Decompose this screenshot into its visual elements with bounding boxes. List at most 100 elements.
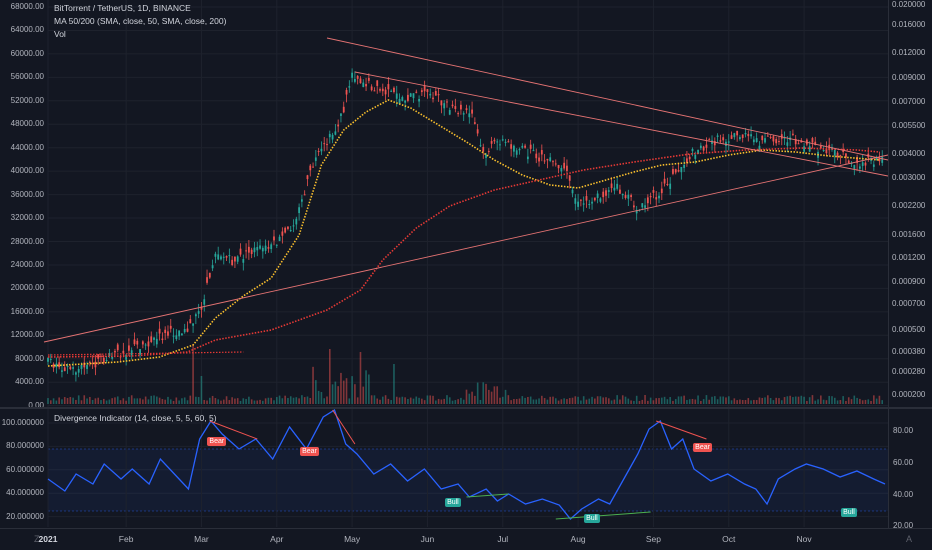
volume-bar (702, 399, 705, 404)
candle-body (194, 314, 197, 317)
ma-legend[interactable]: MA 50/200 (SMA, close, 50, SMA, close, 2… (54, 16, 227, 26)
candle-body (574, 198, 577, 204)
oscillator-canvas[interactable] (0, 409, 888, 527)
volume-bar (808, 397, 811, 404)
pane-separator[interactable] (0, 407, 932, 409)
candle-body (200, 306, 203, 310)
candle-body (582, 203, 585, 205)
volume-bar (546, 399, 549, 404)
candle-body (660, 188, 663, 194)
candle-body (549, 157, 552, 162)
volume-bar (80, 400, 83, 404)
volume-legend[interactable]: Vol (54, 29, 66, 39)
bear-divergence-line (332, 409, 356, 445)
candle-body (409, 93, 412, 97)
volume-bar (619, 399, 621, 404)
right-axis-label: 0.012000 (892, 48, 926, 57)
volume-bar (253, 400, 256, 404)
candle-body (161, 338, 164, 341)
volume-bar (108, 399, 111, 404)
volume-bar (139, 398, 141, 404)
volume-bar (203, 399, 206, 404)
candle-body (228, 255, 231, 257)
volume-bar (443, 398, 445, 404)
candle-body (507, 141, 510, 143)
volume-bar (183, 397, 186, 404)
volume-bar (529, 396, 532, 404)
candle-body (688, 156, 691, 160)
candle-body (298, 207, 300, 214)
candle-body (384, 89, 387, 95)
candle-body (560, 167, 563, 172)
candle-body (571, 189, 574, 194)
candle-body (167, 331, 169, 336)
volume-bar (594, 398, 596, 404)
oscillator-legend[interactable]: Divergence Indicator (14, close, 5, 5, 6… (54, 413, 217, 423)
volume-bar (222, 399, 225, 404)
volume-bar (847, 397, 850, 404)
candle-body (515, 150, 518, 155)
volume-bar (348, 398, 351, 404)
volume-bar (331, 384, 334, 404)
candle-body (758, 145, 761, 151)
right-axis-label: 0.005500 (892, 121, 926, 130)
volume-bar (234, 398, 236, 404)
candle-body (203, 299, 206, 305)
right-axis-label: 0.001200 (892, 253, 926, 262)
volume-bar (351, 376, 353, 404)
volume-bar (359, 352, 362, 404)
volume-bar (370, 395, 373, 404)
left-axis-label: 48000.00 (10, 119, 44, 129)
volume-bar (613, 399, 616, 404)
volume-bar (733, 398, 736, 404)
candle-body (811, 138, 814, 143)
time-axis[interactable]: Z A 2021 Feb Mar Apr May Jun Jul Aug Sep Oct Nov (0, 528, 932, 550)
price-chart-canvas[interactable] (0, 0, 889, 407)
candle-body (47, 357, 49, 362)
ma50-line (47, 99, 880, 367)
price-chart-pane[interactable] (0, 0, 889, 407)
bear-divergence-label: Bear (693, 443, 712, 452)
auto-scale-a-icon[interactable]: A (906, 534, 913, 544)
volume-bar (128, 396, 130, 404)
volume-bar (722, 396, 724, 404)
time-tick-label: Jun (420, 534, 435, 544)
candle-body (619, 189, 621, 194)
candle-body (554, 163, 557, 165)
bull-divergence-label: Bull (445, 498, 461, 507)
volume-bar (549, 396, 551, 404)
volume-bar (393, 364, 395, 404)
volume-bar (747, 398, 750, 404)
auto-scale-z-icon[interactable]: Z (34, 534, 40, 544)
candle-body (309, 165, 312, 171)
price-scale-border (888, 0, 889, 528)
left-axis-label: 24000.00 (10, 259, 44, 269)
volume-bar (270, 397, 272, 404)
candle-body (356, 75, 359, 79)
volume-bar (666, 399, 669, 404)
volume-bar (767, 395, 769, 404)
volume-bar (602, 397, 605, 404)
volume-bar (607, 398, 610, 404)
volume-bar (52, 398, 55, 404)
volume-bar (761, 397, 764, 404)
volume-bar (209, 397, 211, 404)
oscillator-pane[interactable] (0, 409, 888, 527)
candle-body (245, 250, 247, 252)
candle-body (473, 122, 476, 124)
candle-body (602, 191, 605, 198)
volume-bar (485, 383, 487, 404)
osc-right-axis-label: 80.00 (893, 426, 914, 435)
bear-divergence-line (656, 420, 707, 440)
left-axis-label: 64000.00 (10, 25, 44, 35)
volume-bar (753, 399, 755, 404)
volume-bar (714, 396, 716, 404)
left-axis-label: 0.00 (28, 400, 44, 410)
symbol-legend[interactable]: BitTorrent / TetherUS, 1D, BINANCE (54, 3, 191, 13)
candle-body (320, 148, 323, 152)
candle-body (105, 359, 108, 361)
time-tick-label: Aug (570, 534, 586, 544)
volume-bar (225, 396, 228, 404)
candle-body (256, 247, 259, 251)
volume-bar (236, 398, 239, 404)
